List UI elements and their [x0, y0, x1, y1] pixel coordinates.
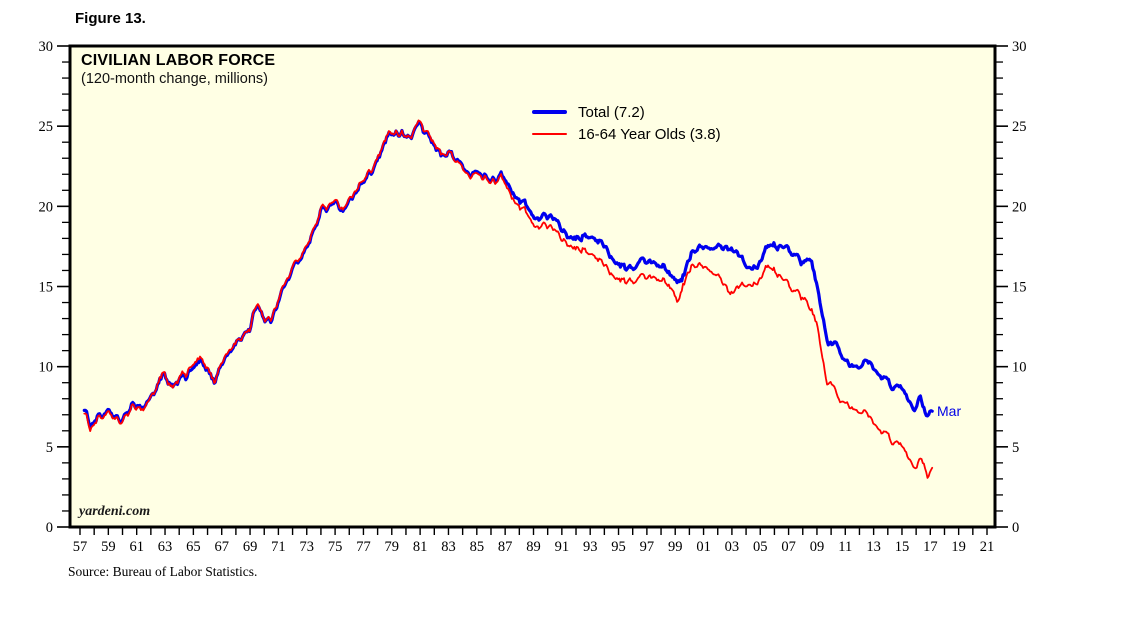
total-line-swatch	[532, 110, 567, 114]
y-axis-label-left: 20	[39, 199, 54, 215]
y-axis-label-right: 30	[1012, 39, 1027, 55]
x-axis-label: 91	[555, 539, 570, 555]
y-axis-label-right: 20	[1012, 199, 1027, 215]
x-axis-label: 09	[810, 539, 825, 555]
x-axis-label: 19	[951, 539, 966, 555]
x-axis-label: 59	[101, 539, 116, 555]
legend-label-total: Total (7.2)	[578, 103, 645, 121]
x-axis-label: 79	[385, 539, 400, 555]
x-axis-label: 81	[413, 539, 428, 555]
y-axis-label-left: 5	[46, 440, 53, 456]
x-axis-label: 11	[838, 539, 852, 555]
series-line-16-64	[83, 119, 934, 479]
x-axis-label: 65	[186, 539, 201, 555]
y-axis-label-left: 25	[39, 119, 54, 135]
y-axis-label-left: 15	[39, 280, 54, 296]
x-axis-label: 61	[129, 539, 144, 555]
y-axis-label-right: 5	[1012, 440, 1019, 456]
x-axis-label: 69	[243, 539, 258, 555]
x-axis-label: 05	[753, 539, 768, 555]
x-axis-label: 89	[526, 539, 541, 555]
y-axis-label-right: 15	[1012, 280, 1027, 296]
x-axis-label: 17	[923, 539, 938, 555]
y-axis-label-right: 0	[1012, 520, 1019, 536]
x-axis-label: 99	[668, 539, 683, 555]
y-axis-label-right: 25	[1012, 119, 1027, 135]
x-axis-label: 97	[640, 539, 655, 555]
x-axis-label: 71	[271, 539, 286, 555]
chart-title: CIVILIAN LABOR FORCE	[81, 52, 276, 69]
legend-label-16-64: 16-64 Year Olds (3.8)	[578, 125, 721, 143]
x-axis-label: 85	[470, 539, 485, 555]
x-axis-label: 57	[73, 539, 88, 555]
16-64-line-swatch	[532, 133, 567, 135]
y-axis-label-left: 0	[46, 520, 53, 536]
figure-number: Figure 13.	[75, 10, 146, 27]
yardeni-watermark: yardeni.com	[79, 504, 151, 519]
x-axis-label: 87	[498, 539, 513, 555]
plot-area	[70, 46, 995, 527]
x-axis-label: 77	[356, 539, 371, 555]
chart-subtitle: (120-month change, millions)	[81, 71, 268, 87]
legend: Total (7.2) 16-64 Year Olds (3.8)	[532, 101, 721, 145]
source-note: Source: Bureau of Labor Statistics.	[68, 564, 258, 579]
legend-item-total: Total (7.2)	[532, 101, 721, 123]
x-axis-label: 73	[300, 539, 315, 555]
x-axis-label: 67	[214, 539, 229, 555]
x-axis-label: 95	[611, 539, 626, 555]
x-axis-label: 01	[696, 539, 711, 555]
x-axis-label: 83	[441, 539, 456, 555]
x-axis-label: 75	[328, 539, 343, 555]
y-axis-label-right: 10	[1012, 360, 1027, 376]
x-axis-label: 21	[980, 539, 995, 555]
x-axis-label: 07	[781, 539, 796, 555]
x-axis-label: 13	[866, 539, 881, 555]
x-axis-label: 93	[583, 539, 598, 555]
legend-item-16-64: 16-64 Year Olds (3.8)	[532, 123, 721, 145]
x-axis-label: 03	[725, 539, 740, 555]
x-axis-label: 63	[158, 539, 173, 555]
latest-month-annotation: Mar	[937, 403, 962, 419]
plot-border	[68, 44, 997, 529]
y-axis-label-left: 30	[39, 39, 54, 55]
x-axis-label: 15	[895, 539, 910, 555]
y-axis-label-left: 10	[39, 360, 54, 376]
